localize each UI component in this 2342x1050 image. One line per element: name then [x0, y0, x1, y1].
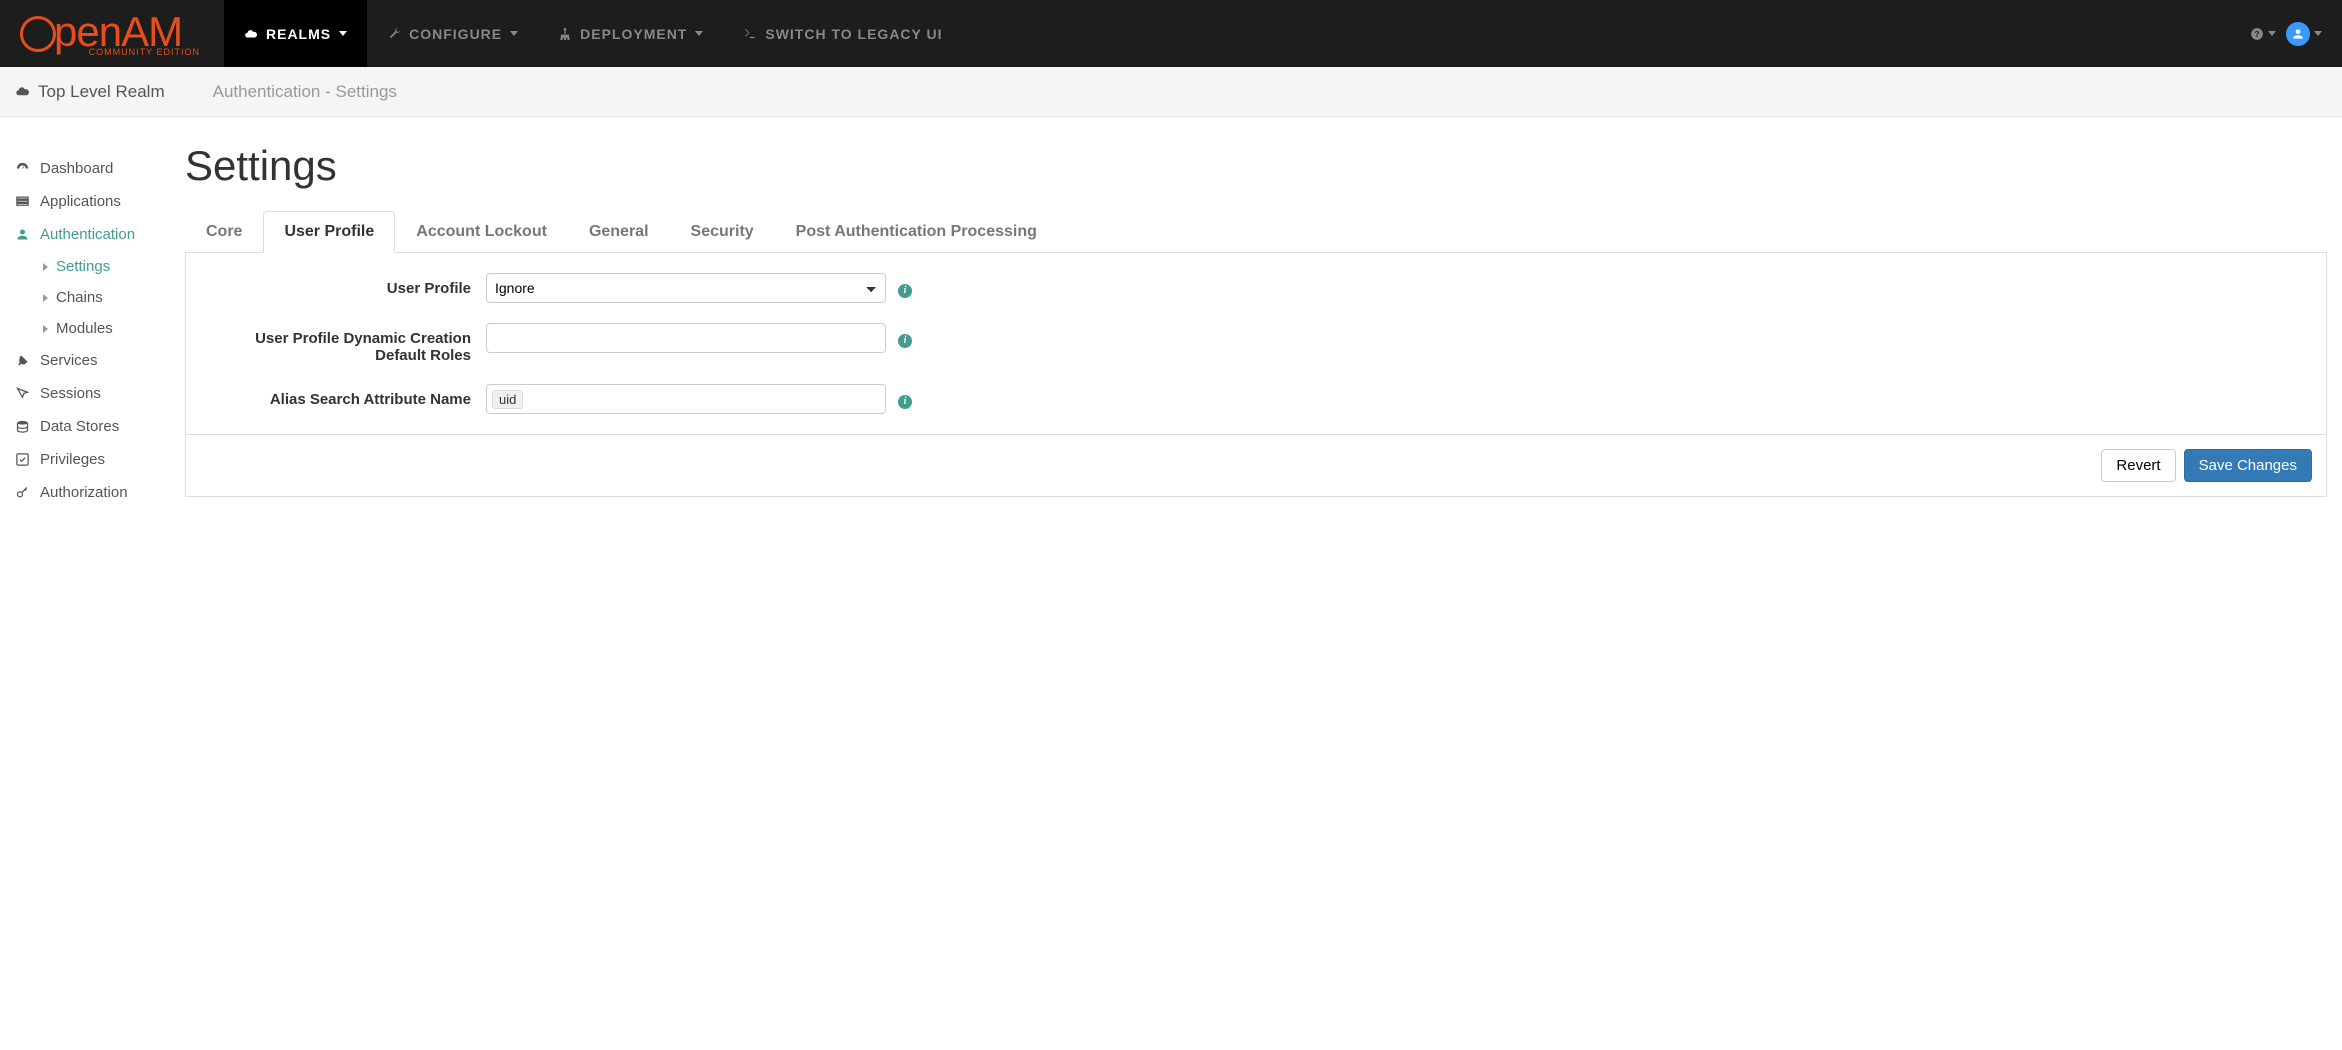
database-icon	[15, 419, 30, 434]
sidebar-item-sessions[interactable]: Sessions	[15, 377, 185, 410]
page-title: Settings	[185, 142, 2327, 190]
sidebar: Dashboard Applications Authentication Se…	[0, 117, 185, 517]
chevron-right-icon	[43, 263, 48, 271]
default-roles-input[interactable]	[486, 323, 886, 353]
logo-edition: COMMUNITY EDITION	[89, 47, 200, 57]
sidebar-item-label: Sessions	[40, 385, 101, 402]
sidebar-sub-auth: Settings Chains Modules	[15, 251, 185, 344]
nav-label: SWITCH TO LEGACY UI	[765, 26, 942, 42]
navbar: penAM COMMUNITY EDITION REALMS CONFIGURE…	[0, 0, 2342, 67]
alias-search-input[interactable]: uid	[486, 384, 886, 414]
logo[interactable]: penAM COMMUNITY EDITION	[0, 0, 224, 67]
check-square-icon	[15, 452, 30, 467]
help-menu[interactable]: ?	[2250, 27, 2276, 41]
form-label: Alias Search Attribute Name	[206, 384, 486, 408]
sidebar-item-label: Services	[40, 352, 98, 369]
sidebar-sub-label: Chains	[56, 289, 103, 306]
form-footer: Revert Save Changes	[186, 434, 2326, 496]
sidebar-item-applications[interactable]: Applications	[15, 185, 185, 218]
form-row-default-roles: User Profile Dynamic Creation Default Ro…	[206, 323, 2306, 364]
tab-security[interactable]: Security	[670, 211, 775, 253]
dashboard-icon	[15, 161, 30, 176]
sidebar-sub-chains[interactable]: Chains	[43, 282, 185, 313]
chevron-right-icon	[43, 325, 48, 333]
caret-icon	[2268, 31, 2276, 36]
plug-icon	[15, 353, 30, 368]
cloud-icon	[244, 27, 258, 41]
list-icon	[15, 194, 30, 209]
tab-account-lockout[interactable]: Account Lockout	[395, 211, 568, 253]
sidebar-item-privileges[interactable]: Privileges	[15, 443, 185, 476]
nav-realms[interactable]: REALMS	[224, 0, 367, 67]
nav-label: REALMS	[266, 26, 331, 42]
help-icon: ?	[2250, 27, 2264, 41]
tab-core[interactable]: Core	[185, 211, 263, 253]
ticket-icon	[15, 386, 30, 401]
revert-button[interactable]: Revert	[2101, 449, 2175, 482]
sidebar-item-authorization[interactable]: Authorization	[15, 476, 185, 509]
nav-items: REALMS CONFIGURE DEPLOYMENT SWITCH TO LE…	[224, 0, 963, 67]
avatar	[2286, 22, 2310, 46]
user-icon	[2291, 27, 2305, 41]
caret-icon	[2314, 31, 2322, 36]
info-icon[interactable]: i	[898, 284, 912, 298]
sitemap-icon	[558, 27, 572, 41]
tag[interactable]: uid	[492, 390, 523, 409]
tab-general[interactable]: General	[568, 211, 670, 253]
svg-text:?: ?	[2255, 29, 2260, 38]
terminal-icon	[743, 27, 757, 41]
sidebar-item-label: Authorization	[40, 484, 128, 501]
realm-name[interactable]: Top Level Realm	[15, 82, 165, 102]
tab-user-profile[interactable]: User Profile	[263, 211, 395, 253]
sidebar-item-label: Data Stores	[40, 418, 119, 435]
sidebar-item-datastores[interactable]: Data Stores	[15, 410, 185, 443]
chevron-right-icon	[43, 294, 48, 302]
user-profile-select[interactable]: Ignore	[486, 273, 886, 303]
sidebar-item-dashboard[interactable]: Dashboard	[15, 152, 185, 185]
sidebar-item-authentication[interactable]: Authentication	[15, 218, 185, 251]
caret-icon	[695, 31, 703, 36]
nav-right: ?	[2250, 0, 2342, 67]
realm-label: Top Level Realm	[38, 82, 165, 102]
tab-panel: User Profile Ignore i User Profile Dynam…	[185, 253, 2327, 497]
info-icon[interactable]: i	[898, 334, 912, 348]
sidebar-item-label: Authentication	[40, 226, 135, 243]
form-label: User Profile Dynamic Creation Default Ro…	[206, 323, 486, 364]
nav-label: CONFIGURE	[409, 26, 502, 42]
wrench-icon	[387, 27, 401, 41]
form-row-user-profile: User Profile Ignore i	[206, 273, 2306, 303]
form-row-alias-search: Alias Search Attribute Name uid i	[206, 384, 2306, 414]
nav-label: DEPLOYMENT	[580, 26, 687, 42]
caret-icon	[339, 31, 347, 36]
nav-configure[interactable]: CONFIGURE	[367, 0, 538, 67]
tabs: Core User Profile Account Lockout Genera…	[185, 210, 2327, 253]
cloud-icon	[15, 84, 30, 99]
sidebar-item-label: Dashboard	[40, 160, 113, 177]
main-content: Settings Core User Profile Account Locko…	[185, 117, 2342, 517]
nav-legacy-ui[interactable]: SWITCH TO LEGACY UI	[723, 0, 962, 67]
breadcrumb: Authentication - Settings	[213, 82, 397, 102]
info-icon[interactable]: i	[898, 395, 912, 409]
sidebar-item-label: Applications	[40, 193, 121, 210]
form-label: User Profile	[206, 273, 486, 297]
sidebar-item-services[interactable]: Services	[15, 344, 185, 377]
user-icon	[15, 227, 30, 242]
key-icon	[15, 485, 30, 500]
sidebar-item-label: Privileges	[40, 451, 105, 468]
tab-post-auth[interactable]: Post Authentication Processing	[775, 211, 1058, 253]
caret-icon	[510, 31, 518, 36]
save-button[interactable]: Save Changes	[2184, 449, 2312, 482]
sidebar-sub-settings[interactable]: Settings	[43, 251, 185, 282]
sidebar-sub-label: Settings	[56, 258, 110, 275]
user-menu[interactable]	[2286, 22, 2322, 46]
sidebar-sub-modules[interactable]: Modules	[43, 313, 185, 344]
layout: Dashboard Applications Authentication Se…	[0, 117, 2342, 517]
nav-deployment[interactable]: DEPLOYMENT	[538, 0, 723, 67]
sidebar-sub-label: Modules	[56, 320, 113, 337]
breadcrumb-bar: Top Level Realm Authentication - Setting…	[0, 67, 2342, 117]
